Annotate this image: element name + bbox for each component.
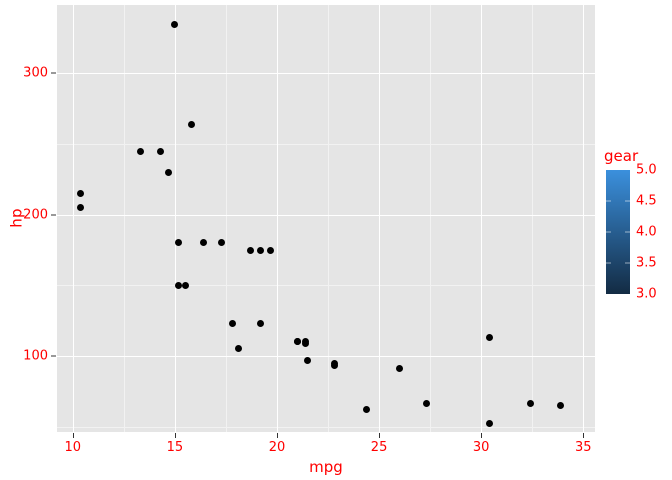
gridline-major-horizontal <box>57 355 595 357</box>
x-axis-tick-mark <box>277 433 278 438</box>
data-point <box>246 246 254 254</box>
data-point <box>304 356 312 364</box>
legend: gear 5.0 4.5 4.0 3.5 3.0 <box>604 148 672 308</box>
data-point <box>218 239 226 247</box>
gridline-major-vertical <box>379 5 381 432</box>
data-point <box>187 120 195 128</box>
data-point <box>526 400 534 408</box>
data-point <box>396 365 403 373</box>
legend-tick-label: 3.0 <box>636 286 657 302</box>
legend-tick-mark <box>606 262 611 264</box>
x-axis-tick-label: 25 <box>370 440 388 455</box>
data-point <box>293 338 301 346</box>
legend-tick-mark <box>625 200 630 202</box>
data-point <box>267 246 275 254</box>
y-axis-tick-label: 300 <box>23 65 48 81</box>
data-point <box>165 168 173 176</box>
gridline-major-vertical <box>277 5 278 432</box>
gridline-minor-vertical <box>225 5 227 432</box>
legend-tick-label: 4.5 <box>636 193 657 209</box>
data-point <box>157 147 165 155</box>
gridline-major-vertical <box>583 5 585 432</box>
legend-tick-mark <box>625 231 630 233</box>
legend-tick-mark <box>606 200 611 202</box>
legend-title: gear <box>604 147 639 165</box>
x-axis-tick-label: 30 <box>472 440 490 455</box>
x-axis-tick-marks <box>0 433 672 439</box>
data-point <box>485 420 493 428</box>
y-axis-tick-mark <box>51 72 56 74</box>
data-point <box>302 339 310 347</box>
data-point <box>485 334 493 342</box>
data-point <box>77 204 85 212</box>
legend-tick-label: 3.5 <box>636 255 657 271</box>
x-axis-tick-mark <box>379 433 381 438</box>
x-axis-tick-label: 15 <box>166 440 184 455</box>
legend-colorbar <box>606 170 630 294</box>
gridline-major-horizontal <box>57 73 595 75</box>
legend-tick-label: 5.0 <box>636 162 657 178</box>
x-axis-tick-mark <box>583 433 585 438</box>
x-axis-tick-mark <box>72 433 74 438</box>
gridline-minor-vertical <box>328 5 330 432</box>
legend-tick-mark <box>606 231 611 233</box>
gridline-minor-horizontal <box>57 144 595 146</box>
data-point <box>257 319 265 327</box>
gridline-minor-vertical <box>532 5 534 432</box>
x-axis-tick-labels: 10 15 20 25 30 35 <box>0 441 672 457</box>
gridline-minor-horizontal <box>57 426 595 428</box>
gridline-minor-vertical <box>430 5 432 432</box>
data-point <box>557 401 565 409</box>
y-axis-tick-mark <box>51 355 56 357</box>
data-point <box>234 345 242 353</box>
data-point <box>171 20 179 28</box>
data-point <box>77 190 85 197</box>
gridline-major-horizontal <box>57 214 595 216</box>
x-axis-tick-label: 35 <box>574 440 592 455</box>
x-axis-title: mpg <box>309 458 343 476</box>
gridline-minor-vertical <box>123 5 125 432</box>
y-axis-tick-labels: 100 200 300 <box>14 0 48 435</box>
data-point <box>175 239 183 247</box>
data-point <box>422 400 430 408</box>
data-point <box>330 359 338 367</box>
data-point <box>136 147 144 155</box>
x-axis-tick-mark <box>174 433 176 438</box>
plot-panel <box>57 5 595 432</box>
data-point <box>257 246 265 254</box>
gridline-major-vertical <box>481 5 483 432</box>
y-axis-tick-label: 200 <box>23 207 48 223</box>
x-axis-tick-mark <box>481 433 483 438</box>
y-axis-tick-label: 100 <box>23 348 48 364</box>
y-axis-tick-marks <box>50 0 56 435</box>
gridline-major-vertical <box>72 5 74 432</box>
data-point <box>175 281 183 289</box>
y-axis-tick-mark <box>51 214 56 216</box>
data-point <box>200 239 207 247</box>
data-point <box>228 319 236 327</box>
gridline-minor-horizontal <box>57 285 595 287</box>
legend-tick-mark <box>625 262 630 264</box>
x-axis-tick-label: 20 <box>268 440 286 455</box>
gridline-major-vertical <box>174 5 176 432</box>
legend-tick-label: 4.0 <box>636 224 657 240</box>
data-point <box>181 281 189 289</box>
data-point <box>363 406 371 414</box>
x-axis-tick-label: 10 <box>64 440 82 455</box>
